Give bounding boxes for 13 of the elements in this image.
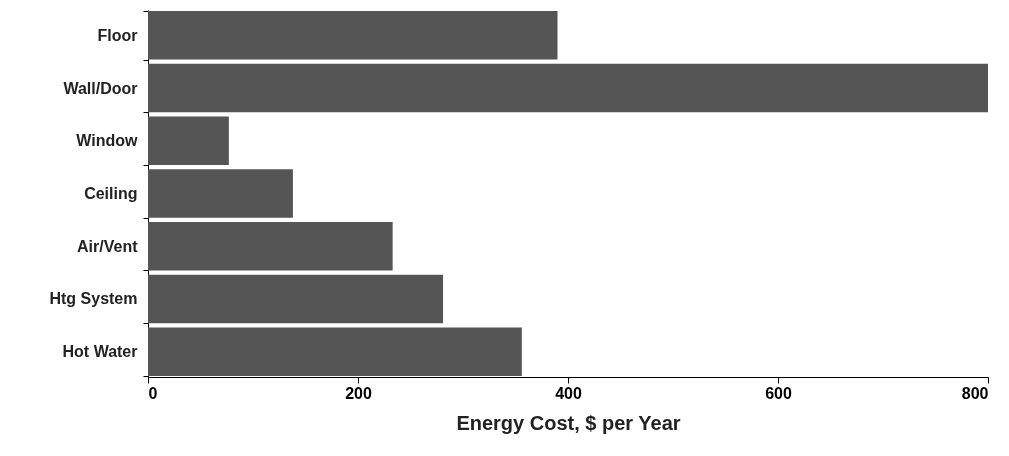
y-tick-label: Htg System [49,290,138,308]
x-tick-label: 400 [555,384,582,402]
x-tick-label: 200 [345,384,372,402]
y-tick-label: Hot Water [62,343,138,361]
y-tick-label: Floor [97,26,138,44]
x-tick-label: 600 [765,384,792,402]
x-axis-title: Energy Cost, $ per Year [456,411,681,434]
x-tick-label: 0 [148,384,158,402]
y-tick-label: Wall/Door [63,79,138,97]
y-tick-label: Air/Vent [77,237,139,255]
x-tick-label: 800 [961,384,989,402]
y-tick-label: Ceiling [84,185,138,202]
y-tick-label: Window [76,132,139,150]
